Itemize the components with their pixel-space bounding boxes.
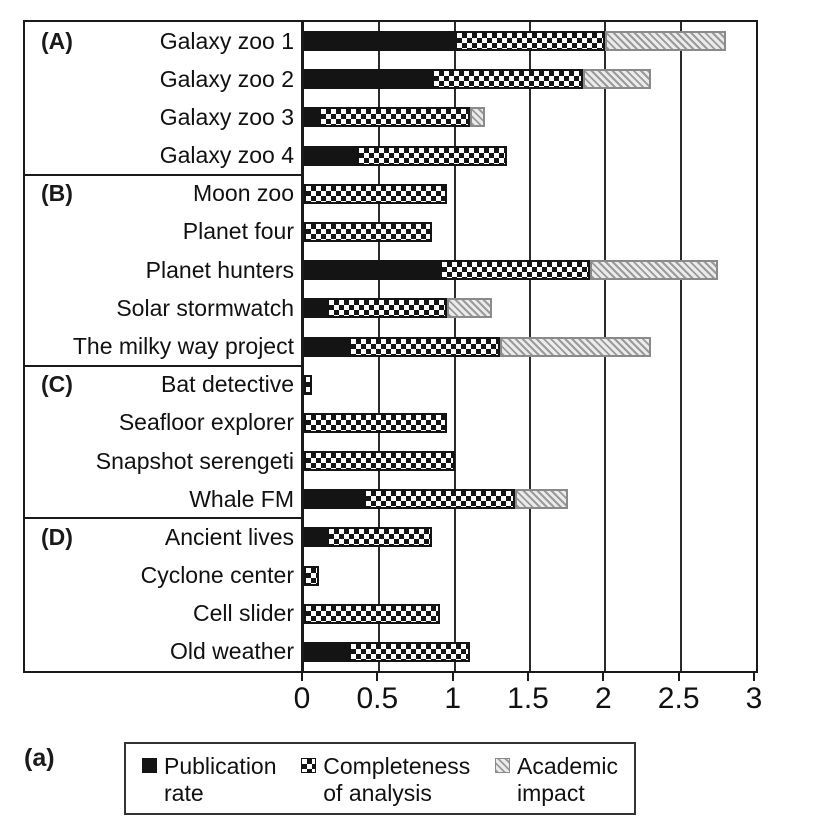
legend-entry-completeness-of-analysis: Completeness of analysis <box>301 753 470 813</box>
row-label: Solar stormwatch <box>116 294 294 321</box>
category-label: (A) <box>41 27 73 54</box>
section-divider <box>25 173 301 176</box>
row-label: The milky way project <box>72 332 294 359</box>
bar-segment <box>304 145 357 166</box>
section-divider <box>25 364 301 367</box>
figure-label: (a) <box>24 744 55 772</box>
row-label: Bat detective <box>161 371 294 398</box>
category-label: (D) <box>41 523 73 550</box>
row-label: Galaxy zoo 2 <box>159 65 294 92</box>
legend: Publication rate Completeness of analysis … <box>124 742 636 815</box>
bar-segment <box>304 527 327 548</box>
legend-label: Publication <box>164 753 277 779</box>
axis-tick-label: 0.5 <box>356 682 399 715</box>
bar-segment <box>304 603 440 624</box>
legend-entry-publication-rate: Publication rate <box>142 753 277 813</box>
axis-tick-label: 2.5 <box>657 682 700 715</box>
bar-segment <box>304 107 320 128</box>
axis-tick <box>677 673 680 681</box>
bar-segment <box>304 260 440 281</box>
axis-tick <box>301 673 303 681</box>
bar-segment <box>304 374 312 395</box>
axis-tick <box>451 673 454 681</box>
hatch-swatch-icon <box>495 758 510 773</box>
legend-entry-academic-impact: Academic impact <box>495 753 618 813</box>
row-label: Seafloor explorer <box>118 409 294 436</box>
checker-swatch-icon <box>301 758 317 773</box>
axis-tick-label: 0 <box>293 682 311 715</box>
row-label: Galaxy zoo 3 <box>159 103 294 130</box>
bar-segment <box>304 451 455 472</box>
row-label: Ancient lives <box>164 523 294 550</box>
plot-area <box>302 20 758 673</box>
row-label: Old weather <box>169 638 294 665</box>
legend-label: Academic <box>517 753 618 779</box>
bar-segment <box>469 107 485 128</box>
bar-segment <box>514 489 568 510</box>
bar-segment <box>439 260 591 281</box>
axis-tick <box>602 673 605 681</box>
solid-swatch-icon <box>142 758 157 773</box>
axis-tick <box>376 673 379 681</box>
bar-segment <box>590 260 719 281</box>
bar-segment <box>356 145 508 166</box>
row-label: Whale FM <box>189 485 294 512</box>
category-label: (C) <box>41 371 73 398</box>
bar-segment <box>304 412 448 433</box>
category-label: (B) <box>41 180 73 207</box>
row-label: Galaxy zoo 4 <box>159 142 294 169</box>
row-label: Planet hunters <box>145 256 294 283</box>
row-label: Planet four <box>182 218 294 245</box>
section-divider <box>25 517 301 520</box>
bar-segment <box>304 565 320 586</box>
legend-label: of analysis <box>323 780 432 807</box>
row-label: Galaxy zoo 1 <box>159 27 294 54</box>
bar-segment <box>364 489 515 510</box>
bar-segment <box>304 489 365 510</box>
row-label: Moon zoo <box>192 180 294 207</box>
bar-segment <box>326 298 448 319</box>
axis-tick-label: 1.5 <box>507 682 549 715</box>
bar-segment <box>304 298 327 319</box>
bar-segment <box>499 336 651 357</box>
axis-tick <box>753 673 755 681</box>
legend-label: impact <box>517 780 585 807</box>
row-label: Snapshot serengeti <box>95 447 294 474</box>
bar-segment <box>454 31 606 52</box>
bar-segment <box>304 336 350 357</box>
gridline <box>679 22 682 671</box>
row-label: Cell slider <box>193 600 294 627</box>
category-panel: (A) Galaxy zoo 1 Galaxy zoo 2 Galaxy zoo 3 G… <box>23 20 303 673</box>
bar-segment <box>304 221 433 242</box>
bar-segment <box>349 336 500 357</box>
bar-segment <box>605 31 726 52</box>
axis-tick-label: 1 <box>444 682 461 715</box>
bar-segment <box>349 641 470 662</box>
axis-tick-label: 3 <box>745 682 763 715</box>
bar-segment <box>304 641 350 662</box>
bar-segment <box>326 527 433 548</box>
bar-segment <box>304 183 448 204</box>
bar-segment <box>582 69 651 90</box>
axis-tick-label: 2 <box>594 682 612 715</box>
axis-tick <box>527 673 529 681</box>
row-label: Cyclone center <box>140 562 294 589</box>
bar-segment <box>304 69 433 90</box>
legend-label: Completeness <box>323 753 471 779</box>
bar-segment <box>304 31 455 52</box>
bar-segment <box>447 298 493 319</box>
legend-label: rate <box>164 780 204 807</box>
bar-segment <box>319 107 470 128</box>
bar-segment <box>432 69 583 90</box>
